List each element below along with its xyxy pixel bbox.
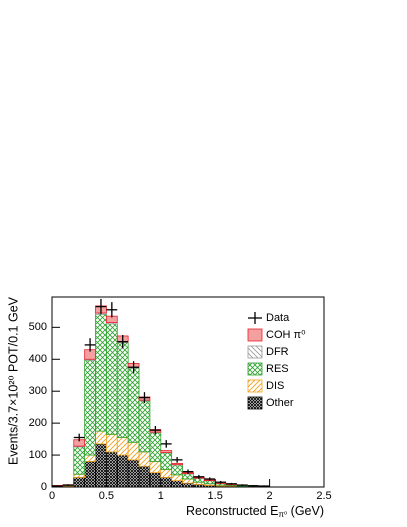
histogram-bar xyxy=(203,480,216,485)
x-tick-label: 0 xyxy=(49,490,55,502)
histogram-bar xyxy=(106,323,118,435)
y-tick-label: 300 xyxy=(29,385,47,397)
histogram-bar xyxy=(182,478,194,484)
x-label-main: Reconstructed E xyxy=(186,504,278,518)
histogram-bar xyxy=(171,474,183,482)
histogram-bar xyxy=(106,451,118,488)
legend-swatch xyxy=(247,345,263,359)
histogram-bar xyxy=(116,342,129,438)
x-label-unit: (GeV) xyxy=(287,504,324,518)
histogram-bar xyxy=(193,477,205,483)
x-tick-label: 2.5 xyxy=(316,490,331,502)
histogram-bar xyxy=(171,464,183,476)
histogram-bar xyxy=(160,477,173,488)
x-tick-label: 2 xyxy=(267,490,273,502)
histogram-bar xyxy=(160,452,173,470)
legend-swatch xyxy=(247,362,263,376)
legend-label: DIS xyxy=(266,380,284,392)
histogram-bar xyxy=(84,359,96,456)
legend-swatch xyxy=(247,328,263,342)
y-tick-label: 500 xyxy=(29,321,47,333)
histogram-bar xyxy=(138,451,151,467)
histogram-bar xyxy=(149,461,162,474)
histogram-bar xyxy=(73,446,86,475)
histogram-bar xyxy=(138,465,151,488)
histogram-bar xyxy=(127,459,140,488)
histogram-bar xyxy=(73,477,86,488)
histogram-bar xyxy=(116,454,129,488)
legend-swatch xyxy=(247,396,263,410)
x-tick-label: 0.5 xyxy=(99,490,114,502)
y-tick-label: 400 xyxy=(29,353,47,365)
legend-label: DFR xyxy=(266,346,289,358)
legend-label: Data xyxy=(266,312,290,324)
histogram-bar xyxy=(116,437,129,456)
histogram-bar xyxy=(182,473,194,480)
histogram-bar xyxy=(171,480,183,488)
histogram-bar xyxy=(127,367,140,443)
histogram-bar xyxy=(84,454,96,462)
legend-swatch xyxy=(247,379,263,393)
y-tick-label: 0 xyxy=(41,481,47,493)
y-tick-label: 100 xyxy=(29,449,47,461)
x-label-sub: π⁰ xyxy=(278,510,287,519)
y-axis-label: Events/3.7×10²⁰ POT/0.1 GeV xyxy=(6,296,20,465)
histogram-bar xyxy=(106,433,118,453)
histogram-bar xyxy=(160,469,173,478)
histogram-bar xyxy=(95,313,107,432)
histogram-bar xyxy=(84,461,96,488)
histogram-bar xyxy=(171,462,183,466)
x-axis-label: Reconstructed Eπ⁰ (GeV) xyxy=(186,504,324,519)
x-tick-label: 1.5 xyxy=(208,490,223,502)
histogram-bar xyxy=(95,443,107,488)
legend-label: RES xyxy=(266,363,289,375)
y-tick-label: 200 xyxy=(29,417,47,429)
histogram-bar xyxy=(160,450,173,453)
histogram-bar xyxy=(138,400,151,453)
histogram-bar xyxy=(73,473,86,478)
histogram-bar xyxy=(95,430,107,445)
histogram-bar xyxy=(127,441,140,461)
plot-frame xyxy=(51,296,325,488)
x-tick-label: 1 xyxy=(158,490,164,502)
histogram-bar xyxy=(149,472,162,488)
histogram-bar xyxy=(149,432,162,462)
histogram-bar xyxy=(182,482,194,488)
legend-label: Other xyxy=(266,397,294,409)
legend-label: COH π⁰ xyxy=(266,329,306,341)
